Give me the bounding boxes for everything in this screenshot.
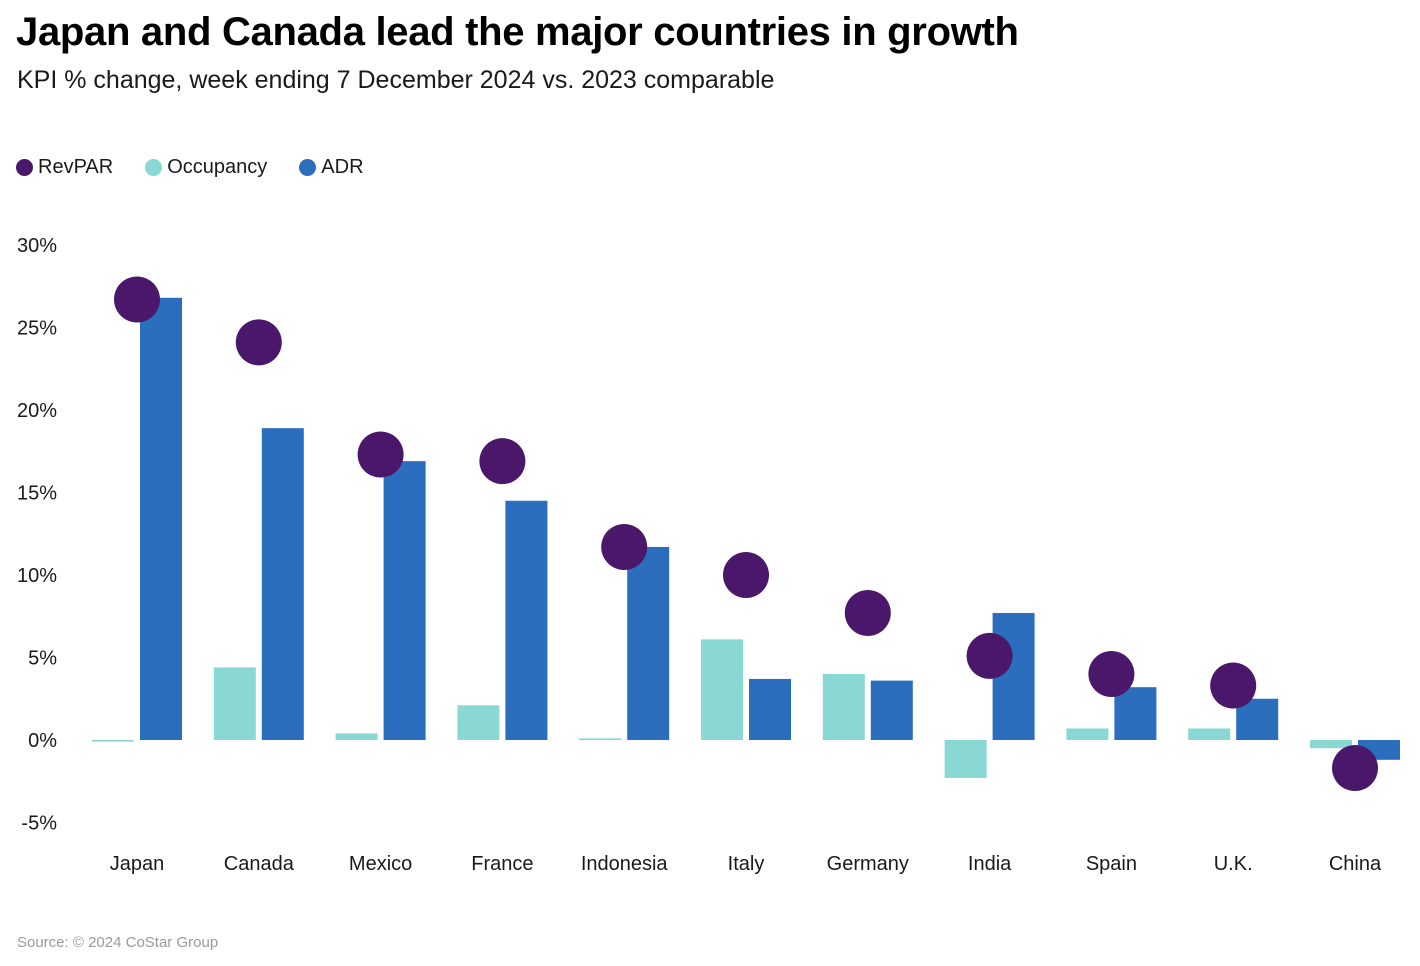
adr-bar	[627, 546, 670, 740]
y-tick-label: -5%	[21, 813, 57, 835]
revpar-dot	[844, 589, 891, 636]
adr-bar	[1114, 687, 1157, 740]
y-tick-label: 0%	[28, 730, 57, 752]
x-tick-label: Mexico	[349, 853, 412, 875]
revpar-dot	[357, 431, 404, 478]
revpar-dot	[601, 523, 648, 570]
occupancy-bar	[92, 740, 134, 742]
occupancy-bar	[1188, 728, 1231, 740]
revpar-dot	[723, 552, 769, 598]
occupancy-bar	[1310, 740, 1352, 749]
x-tick-label: U.K.	[1214, 853, 1253, 875]
legend-item-revpar: RevPAR	[16, 156, 113, 179]
source-note: Source: © 2024 CoStar Group	[17, 934, 219, 951]
y-tick-label: 20%	[17, 400, 57, 422]
revpar-dot	[235, 319, 282, 366]
legend-dot-occupancy	[145, 159, 163, 176]
adr-bar	[383, 461, 426, 740]
legend-dot-revpar	[16, 159, 33, 176]
x-tick-label: Italy	[728, 853, 765, 875]
y-tick-label: 5%	[28, 648, 57, 670]
adr-bar	[261, 428, 304, 740]
legend-label-occupancy: Occupancy	[167, 156, 268, 178]
legend: RevPAR Occupancy ADR	[16, 156, 396, 179]
adr-bar	[870, 680, 913, 740]
legend-dot-adr	[299, 159, 317, 176]
y-tick-label: 25%	[17, 318, 57, 340]
legend-item-occupancy: Occupancy	[145, 156, 267, 179]
revpar-dot	[966, 632, 1013, 679]
x-tick-label: Canada	[224, 853, 295, 875]
revpar-dot	[479, 438, 526, 485]
y-tick-label: 30%	[17, 235, 57, 257]
legend-label-revpar: RevPAR	[38, 156, 114, 178]
occupancy-bar	[335, 733, 378, 740]
y-tick-label: 15%	[17, 483, 57, 505]
adr-bar	[505, 500, 548, 740]
revpar-dot	[1210, 662, 1257, 709]
legend-label-adr: ADR	[321, 156, 364, 178]
revpar-dot	[1088, 651, 1135, 697]
occupancy-bar	[457, 705, 500, 740]
revpar-dot	[1332, 745, 1378, 792]
x-tick-label: Spain	[1086, 853, 1137, 875]
x-tick-label: France	[471, 853, 533, 875]
y-tick-label: 10%	[17, 565, 57, 587]
chart-title: Japan and Canada lead the major countrie…	[16, 10, 1019, 54]
occupancy-bar	[1066, 728, 1109, 740]
x-tick-label: Germany	[827, 853, 909, 875]
revpar-dot	[114, 276, 160, 323]
adr-bar	[140, 297, 182, 740]
x-tick-label: India	[968, 853, 1012, 875]
occupancy-bar	[579, 738, 622, 740]
occupancy-bar	[701, 639, 743, 740]
chart-subtitle: KPI % change, week ending 7 December 202…	[17, 66, 775, 94]
occupancy-bar	[822, 674, 865, 740]
x-tick-label: China	[1329, 853, 1382, 875]
occupancy-bar	[213, 667, 256, 740]
x-tick-label: Indonesia	[581, 853, 669, 875]
x-tick-label: Japan	[110, 853, 165, 875]
legend-item-adr: ADR	[299, 156, 364, 179]
adr-bar	[749, 678, 791, 740]
occupancy-bar	[944, 740, 987, 778]
